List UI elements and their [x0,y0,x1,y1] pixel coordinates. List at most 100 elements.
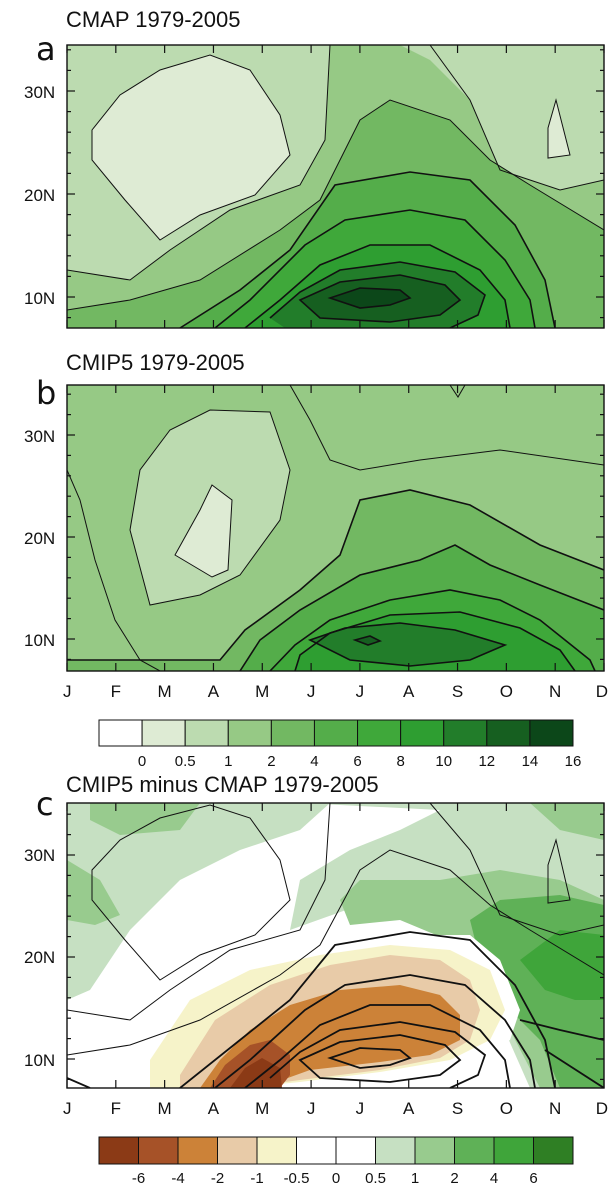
colorbar-label: 12 [478,753,495,770]
colorbar-swatch [141,719,186,747]
panel-c-letter: c [36,785,54,823]
colorbar-swatch [313,719,359,747]
panel-c-frame [66,802,605,1089]
x-tick-label: N [549,682,561,701]
colorbar-swatch [98,719,143,747]
colorbar-label: -6 [132,1170,145,1187]
colorbar-swatch [486,719,531,747]
panel-b-letter: b [36,374,56,412]
colorbar-label: 0.5 [175,753,196,770]
colorbar-label: -1 [250,1170,263,1187]
colorbar-swatch [375,1136,416,1165]
colorbar-top: 0 0.5 1 2 4 6 8 10 12 14 16 [98,719,582,770]
x-tick-label: J [63,682,72,701]
colorbar-swatch [529,719,574,747]
x-tick-label: M [158,682,172,701]
colorbar-label: 14 [522,753,539,770]
x-tick-label: M [158,1099,172,1118]
panel-b-frame [66,384,605,672]
panel-a-frame [66,44,605,329]
colorbar-label: 6 [353,753,361,770]
x-tick-label: F [111,682,121,701]
x-tick-label: D [596,1099,608,1118]
x-tick-label: S [452,682,463,701]
colorbar-label: 4 [310,753,318,770]
x-tick-label: M [255,682,269,701]
panel-b-ytick-20n: 20N [24,529,55,548]
panel-a-plot [67,45,604,328]
colorbar-swatch [533,1136,574,1165]
x-tick-label: A [403,1099,415,1118]
panel-c-tickmarks [66,803,605,1088]
panel-c-ytick-20n: 20N [24,948,55,967]
x-tick-label: A [208,1099,220,1118]
colorbar-label: 1 [411,1170,419,1187]
x-tick-label: J [307,682,316,701]
colorbar-swatch [357,719,402,747]
colorbar-label: 6 [529,1170,537,1187]
x-tick-label: N [549,1099,561,1118]
x-tick-label: D [596,682,608,701]
panel-b-tickmarks [66,385,605,671]
colorbar-swatch [296,1136,337,1165]
x-tick-label: A [403,682,415,701]
x-tick-label: S [452,1099,463,1118]
colorbar-label: 0 [332,1170,340,1187]
colorbar-label: 1 [224,753,232,770]
colorbar-swatch [335,1136,376,1165]
panel-c: CMIP5 minus CMAP 1979-2005 c [24,772,608,1118]
colorbar-swatch [177,1136,218,1165]
panel-a-tickmarks [66,45,605,328]
colorbar-label: -0.5 [284,1170,310,1187]
panel-a-yticks: 10N 20N 30N [24,83,55,308]
panel-b: CMIP5 1979-2005 b [24,350,608,701]
x-tick-label: J [63,1099,72,1118]
colorbar-bottom: -6 -4 -2 -1 -0.5 0 0.5 1 2 4 6 [98,1136,574,1187]
panel-c-ytick-30n: 30N [24,846,55,865]
panel-a-title: CMAP 1979-2005 [66,7,241,32]
panel-b-ytick-10n: 10N [24,631,55,650]
colorbar-swatch [256,1136,297,1165]
colorbar-label: 8 [396,753,404,770]
panel-a-ytick-30n: 30N [24,83,55,102]
colorbar-label: 16 [565,753,582,770]
panel-a-ytick-10n: 10N [24,289,55,308]
colorbar-swatch [217,1136,258,1165]
x-tick-label: J [356,682,365,701]
x-tick-label: J [307,1099,316,1118]
colorbar-label: 4 [490,1170,498,1187]
colorbar-label: 2 [450,1170,458,1187]
x-tick-label: A [208,682,220,701]
panel-b-plot [67,385,604,671]
colorbar-swatch [414,1136,455,1165]
colorbar-label: -4 [171,1170,184,1187]
panel-c-plot [67,803,604,1088]
colorbar-swatch [270,719,315,747]
x-tick-label: O [500,1099,513,1118]
panel-b-ytick-30n: 30N [24,427,55,446]
panel-c-ytick-10n: 10N [24,1051,55,1070]
panel-c-title: CMIP5 minus CMAP 1979-2005 [66,772,379,797]
colorbar-swatch [184,719,229,747]
colorbar-swatch [400,719,445,747]
colorbar-swatch [138,1136,179,1165]
x-tick-label: M [255,1099,269,1118]
colorbar-label: 0.5 [365,1170,386,1187]
panel-a: CMAP 1979-2005 a [24,7,605,329]
colorbar-swatch [227,719,272,747]
panel-a-ytick-20n: 20N [24,186,55,205]
colorbar-swatch [493,1136,534,1165]
colorbar-swatch [98,1136,139,1165]
panel-b-title: CMIP5 1979-2005 [66,350,245,375]
x-tick-label: O [500,682,513,701]
colorbar-label: 10 [435,753,452,770]
panel-a-letter: a [36,30,56,68]
colorbar-label: 2 [267,753,275,770]
colorbar-swatch [454,1136,495,1165]
colorbar-swatch [443,719,488,747]
x-tick-label: F [111,1099,121,1118]
x-tick-label: J [356,1099,365,1118]
